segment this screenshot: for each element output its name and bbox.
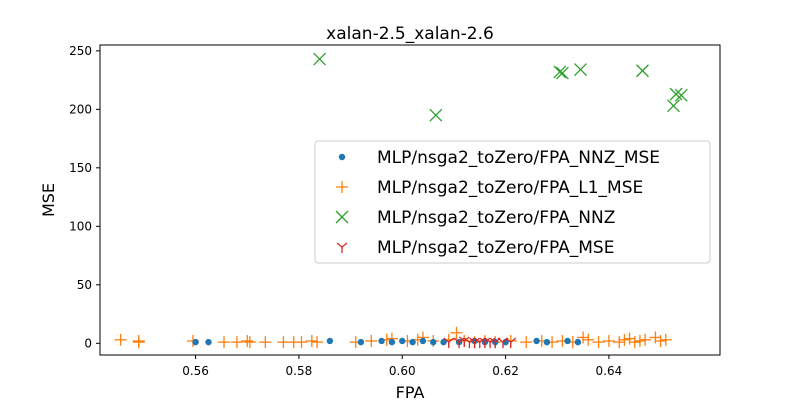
data-point [543,338,551,346]
data-point [453,337,465,349]
data-point [305,334,318,347]
legend-marker [336,242,348,253]
data-point [313,52,327,66]
x-tick-label: 0.56 [182,364,209,378]
y-tick-label: 100 [69,219,92,233]
data-point [618,333,631,346]
data-point [230,336,243,349]
series-0 [192,337,582,346]
series-3 [443,336,517,349]
series-2 [313,52,688,122]
data-point [582,333,595,346]
y-tick-label: 250 [69,44,92,58]
data-point [649,331,662,344]
data-point [326,337,334,345]
data-point [633,334,646,347]
data-point [636,64,649,78]
data-point [132,334,145,347]
data-point [241,334,254,347]
y-tick-label: 200 [69,102,92,116]
data-point [602,334,615,347]
data-point [669,87,683,101]
data-point [659,333,672,346]
data-point [623,332,636,345]
x-tick-label: 0.64 [596,364,623,378]
data-point [613,336,626,349]
data-point [192,338,199,346]
data-point [450,326,463,339]
chart-title: xalan-2.5_xalan-2.6 [326,24,494,44]
data-point [553,65,567,79]
data-point [674,88,688,102]
x-axis-title: FPA [396,383,425,400]
data-point [592,336,605,349]
y-axis-title: MSE [39,183,58,217]
data-point [577,331,590,344]
data-point [628,336,641,349]
x-tick-label: 0.58 [286,364,313,378]
data-point [574,63,587,77]
data-point [357,338,365,346]
legend-marker [335,210,349,224]
data-point [520,336,533,349]
data-point [429,108,443,122]
data-point [277,336,290,349]
data-point [295,336,308,349]
data-point [259,336,272,349]
data-point [667,99,680,113]
legend-marker [336,181,348,193]
data-point [555,66,569,80]
legend-label: MLP/nsga2_toZero/FPA_L1_MSE [377,178,643,198]
plot-frame [99,44,721,356]
x-tick-label: 0.60 [389,364,416,378]
data-point [388,338,396,346]
data-point [639,333,652,346]
data-point [458,336,470,347]
data-point [409,338,416,346]
y-tick-label: 0 [84,336,92,350]
y-tick-label: 150 [69,161,92,175]
legend-label: MLP/nsga2_toZero/FPA_NNZ [377,208,615,228]
data-point [114,333,127,346]
data-point [654,334,667,347]
data-point [505,337,517,349]
x-tick-label: 0.62 [492,364,519,378]
legend-box [314,140,711,264]
data-point [378,337,385,345]
legend: MLP/nsga2_toZero/FPA_NNZ_MSE MLP/nsga2_to… [314,140,711,264]
data-point [533,337,540,345]
data-point [419,337,427,345]
data-point [218,336,230,349]
legend-label: MLP/nsga2_toZero/FPA_MSE [377,238,614,258]
data-point [430,338,437,346]
data-point [443,337,455,349]
data-point [399,337,406,345]
data-point [440,338,447,346]
data-point [365,334,378,347]
data-point [243,336,256,349]
legend-label: MLP/nsga2_toZero/FPA_NNZ_MSE [377,148,660,168]
data-point [205,338,212,346]
legend-marker [338,153,346,161]
data-point [564,337,571,345]
data-point [574,338,582,346]
y-tick-label: 50 [77,278,92,292]
data-point [311,336,323,349]
